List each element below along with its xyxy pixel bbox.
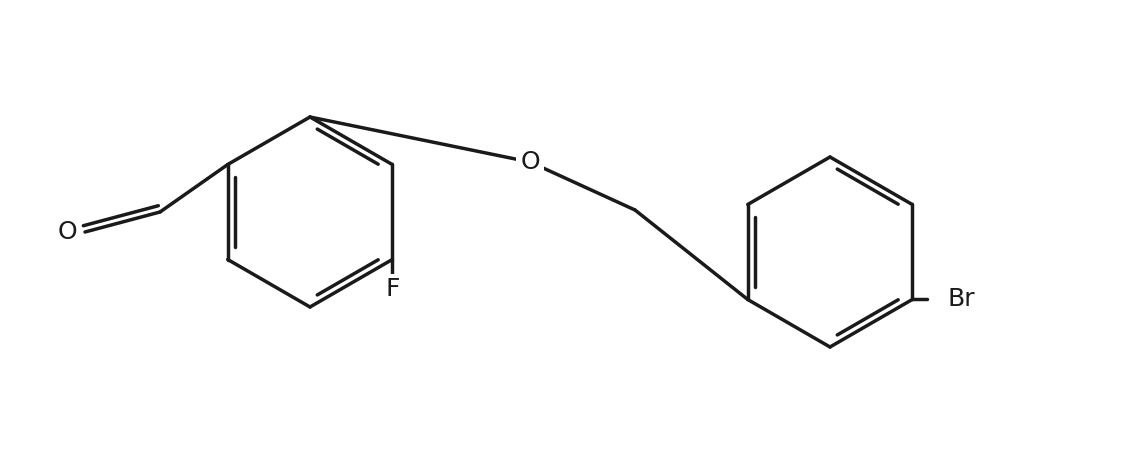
Text: O: O [520,150,540,174]
Text: F: F [385,278,399,302]
Text: Br: Br [947,287,975,312]
Text: O: O [57,220,78,244]
